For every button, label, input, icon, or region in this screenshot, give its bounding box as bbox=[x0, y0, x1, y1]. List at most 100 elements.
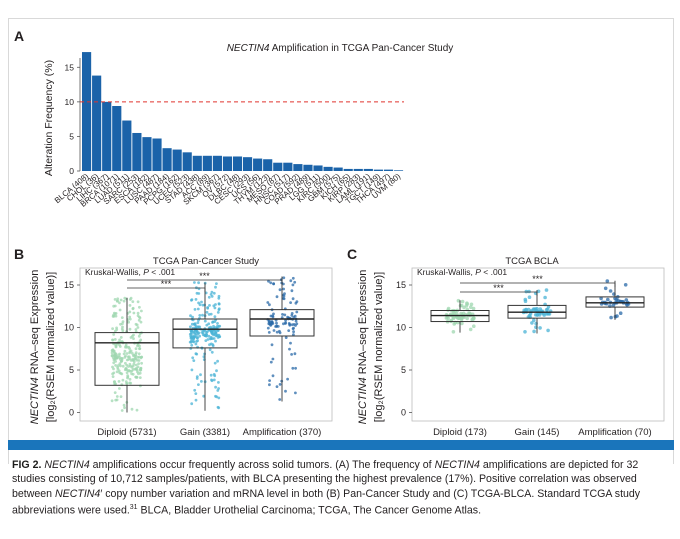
chart-b-point bbox=[114, 355, 118, 358]
chart-b-point bbox=[131, 357, 135, 361]
chart-b-point bbox=[112, 333, 116, 336]
chart-a-bar bbox=[253, 158, 263, 171]
chart-c-point bbox=[623, 283, 628, 287]
chart-b-point bbox=[287, 329, 291, 332]
chart-b-point bbox=[216, 311, 220, 314]
chart-c-point bbox=[456, 298, 461, 303]
chart-b-point bbox=[131, 306, 135, 310]
chart-b-point bbox=[295, 310, 299, 314]
chart-b-point bbox=[111, 348, 114, 352]
chart-a-bar bbox=[393, 170, 404, 171]
chart-b-point bbox=[266, 326, 270, 330]
chart-b-point bbox=[117, 354, 121, 357]
chart-b-point bbox=[113, 298, 117, 301]
chart-b-point bbox=[201, 331, 205, 335]
chart-b-point bbox=[210, 378, 213, 382]
chart-b-point bbox=[208, 304, 211, 307]
chart-b-point bbox=[207, 334, 211, 338]
chart-b-point bbox=[282, 276, 286, 280]
chart-b-point bbox=[190, 402, 194, 406]
chart-b-y-tick-label: 15 bbox=[64, 280, 74, 290]
chart-a-bar bbox=[373, 169, 383, 171]
chart-b-point bbox=[203, 319, 207, 323]
chart-a-y-tick-label: 15 bbox=[65, 62, 75, 72]
chart-b-point bbox=[206, 306, 210, 310]
chart-b-x-tick-label: Diploid (5731) bbox=[97, 427, 156, 438]
chart-b-point bbox=[138, 371, 142, 375]
chart-c-y-tick-label: 5 bbox=[401, 365, 406, 375]
chart-b-point bbox=[290, 323, 294, 327]
chart-c-point bbox=[465, 316, 470, 321]
chart-b-point bbox=[140, 361, 144, 365]
chart-b-point bbox=[111, 365, 114, 369]
chart-b-point bbox=[111, 356, 115, 360]
chart-b-point bbox=[282, 322, 285, 326]
chart-b-point bbox=[126, 376, 129, 380]
chart-b-point bbox=[194, 392, 198, 395]
chart-c-point bbox=[523, 330, 527, 334]
chart-b-point bbox=[123, 356, 127, 359]
chart-b-point bbox=[214, 285, 217, 289]
chart-c-point bbox=[532, 318, 536, 323]
chart-a-bar bbox=[353, 168, 363, 171]
chart-b-point bbox=[190, 298, 194, 301]
chart-b-point bbox=[294, 366, 297, 370]
chart-b-point bbox=[214, 339, 217, 343]
chart-c-point bbox=[546, 328, 550, 333]
chart-b-point bbox=[129, 336, 133, 339]
chart-c-point bbox=[464, 304, 469, 308]
chart-b-y-tick-label: 0 bbox=[69, 408, 74, 418]
chart-b-point bbox=[209, 293, 213, 296]
chart-b-point bbox=[128, 310, 132, 314]
chart-b-point bbox=[132, 362, 136, 366]
chart-b-point bbox=[272, 282, 275, 286]
chart-b-point bbox=[272, 312, 275, 316]
chart-b-point bbox=[293, 280, 297, 284]
caption-figure-label: FIG 2. bbox=[12, 459, 42, 471]
chart-b-point bbox=[119, 395, 123, 398]
chart-b-point bbox=[191, 356, 195, 360]
chart-b-point bbox=[209, 373, 213, 377]
chart-c-point bbox=[465, 301, 469, 306]
chart-b-point bbox=[291, 366, 295, 370]
chart-b-point bbox=[193, 323, 197, 327]
chart-b-point bbox=[291, 276, 295, 280]
chart-b-point bbox=[127, 358, 130, 361]
chart-a-y-tick-label: 0 bbox=[69, 166, 74, 176]
chart-b-point bbox=[284, 336, 288, 339]
chart-b-point bbox=[215, 369, 218, 373]
chart-a-bar bbox=[222, 156, 233, 171]
chart-a-bar bbox=[323, 166, 333, 171]
chart-b-point bbox=[128, 377, 132, 381]
chart-c-title: TCGA BCLA bbox=[505, 256, 559, 267]
chart-b-point bbox=[120, 316, 124, 319]
chart-a-bar bbox=[82, 52, 92, 171]
chart-b-point bbox=[201, 313, 204, 317]
chart-b-point bbox=[119, 364, 122, 368]
chart-c-point bbox=[532, 329, 536, 334]
chart-b-point bbox=[138, 347, 141, 351]
chart-b-point bbox=[206, 338, 210, 341]
chart-b-point bbox=[192, 339, 195, 343]
chart-b-point bbox=[213, 361, 217, 365]
chart-b-point bbox=[192, 335, 196, 339]
chart-b-point bbox=[217, 302, 221, 306]
chart-b-point bbox=[110, 351, 114, 355]
chart-b-point bbox=[125, 352, 129, 355]
chart-b-point bbox=[288, 347, 291, 351]
chart-b-point bbox=[135, 375, 139, 379]
chart-b-point bbox=[281, 313, 284, 316]
chart-b-point bbox=[129, 381, 133, 385]
chart-c-point bbox=[618, 311, 623, 316]
chart-b-point bbox=[207, 313, 211, 316]
chart-a-bar bbox=[192, 155, 202, 171]
chart-c-point bbox=[527, 295, 532, 300]
chart-b-point bbox=[134, 328, 138, 331]
chart-b-point bbox=[111, 375, 115, 378]
chart-b-point bbox=[283, 313, 287, 317]
chart-b-point bbox=[204, 291, 208, 295]
chart-c-sig-label: *** bbox=[532, 274, 543, 284]
chart-c-point bbox=[471, 316, 476, 320]
chart-b-point bbox=[274, 325, 277, 328]
chart-a-bar bbox=[333, 167, 343, 171]
